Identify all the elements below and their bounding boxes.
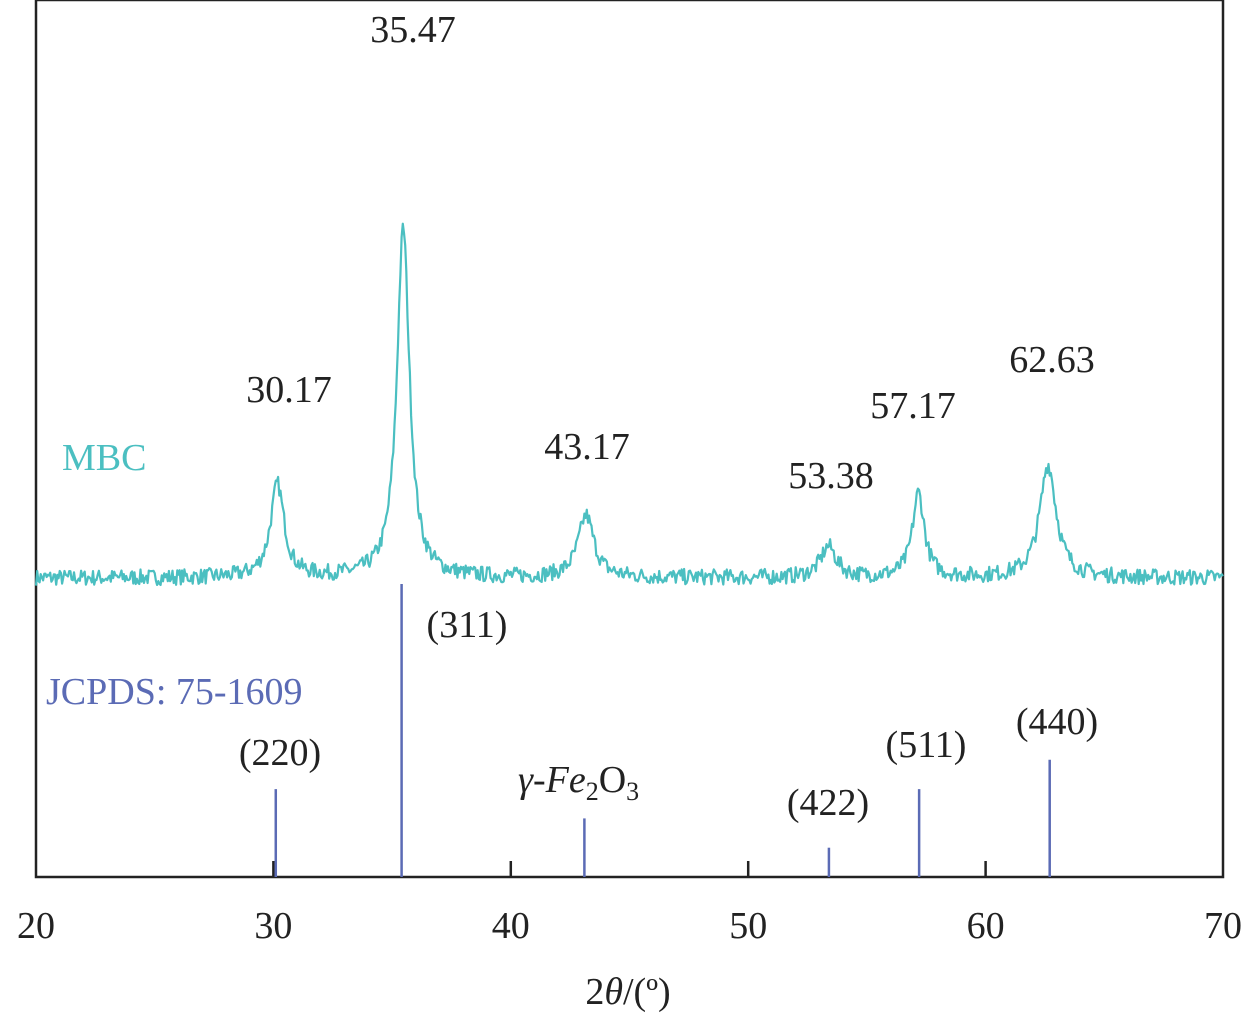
x-axis-label-prefix: 2 <box>585 971 604 1013</box>
hkl-labels: (220) (311) (422) (511) (440) <box>239 604 1098 824</box>
series-line-mbc <box>34 222 1224 587</box>
x-axis-label: 2θ/(º) <box>585 971 670 1013</box>
hkl-label: (440) <box>1016 701 1098 743</box>
hkl-label: (311) <box>427 604 508 646</box>
phase-sub-1: 2 <box>586 777 599 806</box>
reference-lines <box>274 584 1051 877</box>
x-tick-label: 50 <box>729 905 767 947</box>
reference-card-label: JCPDS: 75-1609 <box>46 671 303 713</box>
x-tick-label: 20 <box>17 905 55 947</box>
peak-label: 57.17 <box>870 385 956 427</box>
x-tick-label: 40 <box>492 905 530 947</box>
phase-mid: O <box>599 759 626 801</box>
peak-labels: 30.17 35.47 43.17 53.38 57.17 62.63 <box>246 9 1095 497</box>
x-tick-label: 30 <box>254 905 292 947</box>
x-axis-tick-labels: 20 30 40 50 60 70 <box>17 905 1242 947</box>
x-axis-ticks <box>272 861 987 877</box>
x-tick-label: 70 <box>1204 905 1242 947</box>
x-tick-label: 60 <box>967 905 1005 947</box>
legend-series-name: MBC <box>62 437 146 479</box>
peak-label: 43.17 <box>544 426 630 468</box>
phase-prefix: γ-Fe <box>518 759 586 801</box>
hkl-label: (422) <box>787 782 869 824</box>
x-axis-label-suffix: /(º) <box>623 971 671 1013</box>
hkl-label: (220) <box>239 732 321 774</box>
phase-sub-2: 3 <box>626 777 639 806</box>
phase-label: γ-Fe2O3 <box>518 759 639 806</box>
x-axis-label-theta: θ <box>604 971 623 1013</box>
hkl-label: (511) <box>886 724 967 766</box>
peak-label: 35.47 <box>370 9 456 51</box>
peak-label: 30.17 <box>246 369 332 411</box>
peak-label: 53.38 <box>788 455 874 497</box>
peak-label: 62.63 <box>1009 339 1095 381</box>
plot-frame <box>34 0 1225 879</box>
